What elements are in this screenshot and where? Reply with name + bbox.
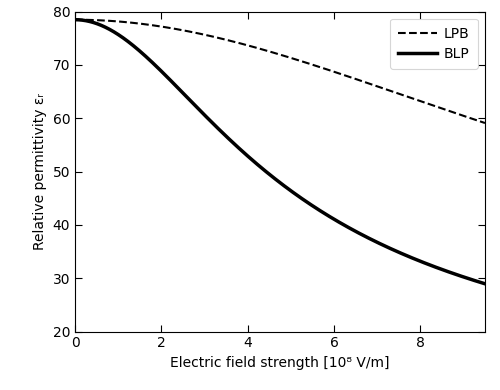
BLP xyxy=(482,282,488,286)
BLP xyxy=(72,17,78,22)
LPB xyxy=(409,96,415,101)
LPB xyxy=(482,121,488,125)
LPB xyxy=(72,17,78,22)
LPB xyxy=(338,72,344,76)
Line: BLP: BLP xyxy=(75,20,485,284)
LPB xyxy=(228,39,234,44)
BLP xyxy=(378,242,384,246)
BLP xyxy=(228,139,234,144)
BLP xyxy=(318,209,324,213)
LPB xyxy=(318,65,324,70)
X-axis label: Electric field strength [10⁸ V/m]: Electric field strength [10⁸ V/m] xyxy=(170,356,390,370)
BLP xyxy=(409,255,415,260)
Y-axis label: Relative permittivity εᵣ: Relative permittivity εᵣ xyxy=(33,93,47,250)
LPB xyxy=(146,23,152,27)
Line: LPB: LPB xyxy=(75,20,485,123)
Legend: LPB, BLP: LPB, BLP xyxy=(390,19,478,69)
BLP xyxy=(338,221,344,226)
BLP xyxy=(146,57,152,62)
LPB xyxy=(378,85,384,90)
